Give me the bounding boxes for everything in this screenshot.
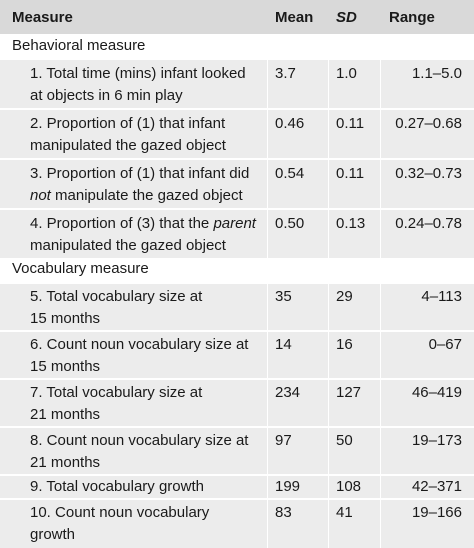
measure-cell: 8. Count noun vocabulary size at 21 mont… <box>30 430 266 474</box>
range-cell: 0.27–0.68 <box>395 115 462 132</box>
header-range: Range <box>389 8 435 26</box>
measure-line: not manipulate the gazed object <box>30 185 266 207</box>
column-divider <box>380 60 381 258</box>
measure-line: 1. Total time (mins) infant looked <box>30 65 246 82</box>
emphasis-text: parent <box>213 215 256 232</box>
measure-cell: 1. Total time (mins) infant looked at ob… <box>30 63 266 107</box>
sd-cell: 0.13 <box>336 215 366 232</box>
measure-cell: 10. Count noun vocabulary growth <box>30 502 266 546</box>
column-divider <box>267 60 268 258</box>
sd-cell: 41 <box>336 504 353 521</box>
section-title: Vocabulary measure <box>12 260 149 277</box>
sd-cell: 0.11 <box>336 115 365 132</box>
column-divider <box>380 284 381 548</box>
table-header: Measure Mean SD Range <box>0 0 474 34</box>
measure-line: 6. Count noun vocabulary size at <box>30 336 249 353</box>
mean-cell: 14 <box>275 336 292 353</box>
sd-cell: 50 <box>336 432 353 449</box>
sd-cell: 108 <box>336 478 362 495</box>
measure-line: at objects in 6 min play <box>30 87 183 104</box>
measure-cell: 7. Total vocabulary size at 21 months <box>30 382 266 426</box>
measure-line: 8. Count noun vocabulary size at <box>30 432 249 449</box>
header-sd: SD <box>336 8 357 26</box>
mean-cell: 97 <box>275 432 292 449</box>
mean-cell: 0.54 <box>275 165 305 182</box>
sd-cell: 29 <box>336 288 353 305</box>
column-divider <box>328 284 329 548</box>
measure-line: manipulated the gazed object <box>30 237 226 254</box>
range-cell: 19–173 <box>411 432 462 449</box>
column-divider <box>328 60 329 258</box>
column-divider <box>267 284 268 548</box>
table-row: 9. Total vocabulary growth 199 108 42–37… <box>0 476 474 498</box>
table-row: 10. Count noun vocabulary growth 83 41 1… <box>0 500 474 548</box>
range-cell: 0.32–0.73 <box>395 165 462 182</box>
measure-line: 9. Total vocabulary growth <box>30 478 204 495</box>
measure-cell: 5. Total vocabulary size at 15 months <box>30 286 266 330</box>
measure-cell: 6. Count noun vocabulary size at 15 mont… <box>30 334 266 378</box>
table-row: 4. Proportion of (3) that the parent man… <box>0 210 474 258</box>
sd-cell: 1.0 <box>336 65 357 82</box>
table-row: 6. Count noun vocabulary size at 15 mont… <box>0 332 474 378</box>
mean-cell: 35 <box>275 288 292 305</box>
measure-cell: 9. Total vocabulary growth <box>30 476 266 498</box>
header-measure: Measure <box>12 8 73 26</box>
measure-cell: 4. Proportion of (3) that the parent man… <box>30 213 266 257</box>
range-cell: 46–419 <box>411 384 462 401</box>
range-cell: 0–67 <box>428 336 462 353</box>
measure-line: 3. Proportion of (1) that infant did <box>30 165 250 182</box>
section-row-behavioral: Behavioral measure <box>0 34 474 60</box>
measure-line: 15 months <box>30 358 101 375</box>
measure-line: 10. Count noun vocabulary <box>30 504 210 521</box>
sd-cell: 0.11 <box>336 165 365 182</box>
measure-line: 5. Total vocabulary size at <box>30 288 203 305</box>
section-title: Behavioral measure <box>12 37 146 54</box>
mean-cell: 83 <box>275 504 292 521</box>
measure-line: manipulated the gazed object <box>30 137 226 154</box>
mean-cell: 199 <box>275 478 301 495</box>
mean-cell: 234 <box>275 384 301 401</box>
mean-cell: 3.7 <box>275 65 296 82</box>
measure-line: growth <box>30 526 76 543</box>
range-cell: 0.24–0.78 <box>395 215 462 232</box>
range-cell: 42–371 <box>411 478 462 495</box>
sd-cell: 16 <box>336 336 353 353</box>
table-row: 8. Count noun vocabulary size at 21 mont… <box>0 428 474 474</box>
table-row: 1. Total time (mins) infant looked at ob… <box>0 60 474 108</box>
header-mean: Mean <box>275 8 314 26</box>
measure-cell: 2. Proportion of (1) that infant manipul… <box>30 113 266 157</box>
section-row-vocabulary: Vocabulary measure <box>0 258 474 284</box>
table-row: 7. Total vocabulary size at 21 months 23… <box>0 380 474 426</box>
range-cell: 4–113 <box>421 288 462 305</box>
table-row: 2. Proportion of (1) that infant manipul… <box>0 110 474 158</box>
measure-line: 7. Total vocabulary size at <box>30 384 203 401</box>
measure-line: 21 months <box>30 454 101 471</box>
measure-text: manipulate the gazed object <box>50 187 243 204</box>
measure-cell: 3. Proportion of (1) that infant did not… <box>30 163 266 207</box>
sd-cell: 127 <box>336 384 362 401</box>
table-row: 5. Total vocabulary size at 15 months 35… <box>0 284 474 330</box>
measure-line: 4. Proportion of (3) that the parent <box>30 213 266 235</box>
range-cell: 19–166 <box>411 504 462 521</box>
mean-cell: 0.46 <box>275 115 305 132</box>
measure-line: 15 months <box>30 310 101 327</box>
table-row: 3. Proportion of (1) that infant did not… <box>0 160 474 208</box>
range-cell: 1.1–5.0 <box>411 65 462 82</box>
mean-cell: 0.50 <box>275 215 305 232</box>
emphasis-text: not <box>30 187 51 204</box>
measure-line: 21 months <box>30 406 101 423</box>
measure-line: 2. Proportion of (1) that infant <box>30 115 226 132</box>
measure-text: 4. Proportion of (3) that the <box>30 215 214 232</box>
